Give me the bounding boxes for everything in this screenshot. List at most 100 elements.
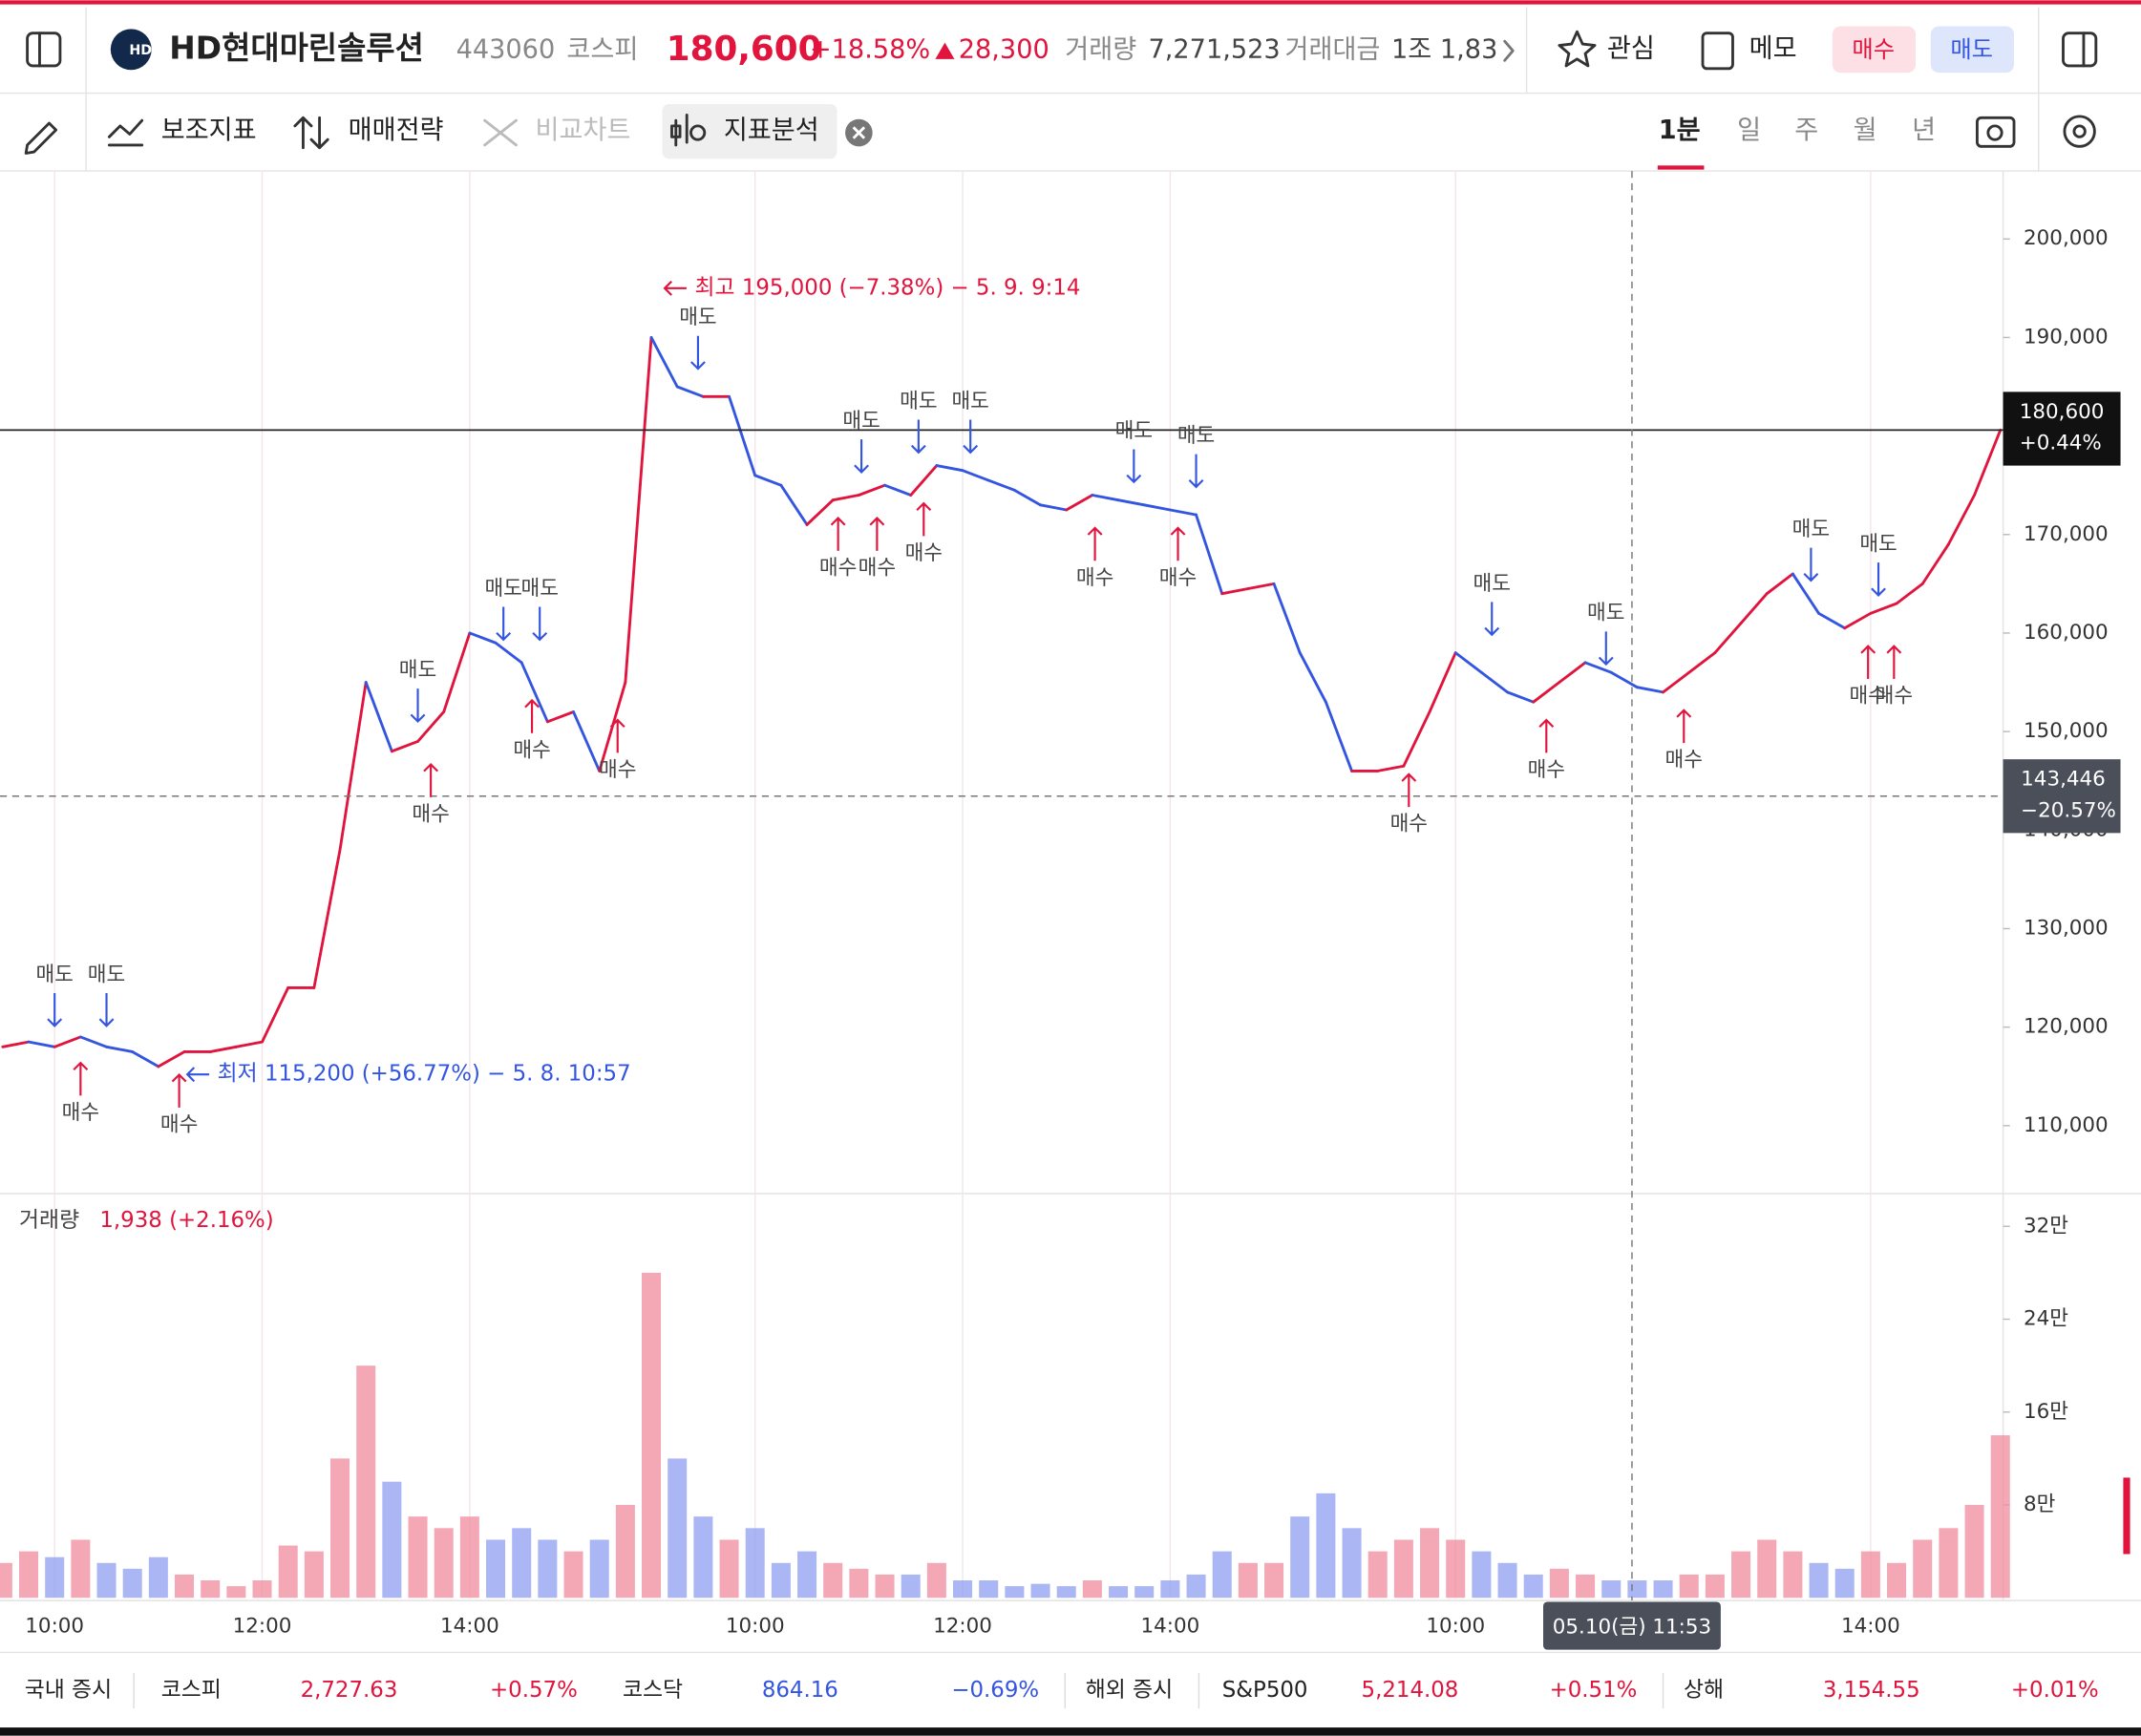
tool[interactable]: 보조지표 (161, 116, 257, 145)
volume-bar (1005, 1586, 1025, 1598)
volume-bar (1238, 1562, 1258, 1598)
x-tick-label: 14:00 (440, 1614, 499, 1638)
compare-icon[interactable] (483, 118, 518, 147)
signal-label: 매도 (520, 577, 558, 601)
signal-label: 매수 (1528, 758, 1565, 782)
price-line (1428, 651, 1457, 713)
volume-bar (1783, 1551, 1803, 1598)
y-tick-label: 150,000 (2024, 719, 2109, 743)
price-line (1635, 686, 1664, 694)
volume-bar (1990, 1435, 2010, 1598)
volume-bar (1860, 1551, 1880, 1598)
price-line (338, 681, 368, 852)
tool[interactable]: 비교차트 (536, 116, 631, 145)
y-tick-label: 110,000 (2024, 1113, 2109, 1137)
change: 28,300 (959, 35, 1049, 65)
volume-bar (226, 1586, 246, 1598)
signal-label: 매수 (1076, 566, 1113, 590)
up-triangle (935, 42, 955, 59)
volume-bar (1913, 1539, 1933, 1598)
crosshair-price: 143,446 (2021, 768, 2106, 792)
price-line (1765, 572, 1794, 596)
annotation-arrow (663, 280, 687, 296)
volume-bar (849, 1568, 869, 1598)
buy-button-bg[interactable] (1832, 26, 1917, 74)
signal-arrow (532, 606, 548, 642)
price-line (961, 469, 990, 482)
price-line (390, 740, 419, 753)
buy-button[interactable]: 매수 (1852, 35, 1895, 63)
tool[interactable]: 매매전략 (349, 116, 444, 145)
period[interactable]: 일 (1737, 116, 1761, 145)
tool[interactable]: 지표분석 (724, 116, 819, 145)
watch-button[interactable]: 관심 (1607, 33, 1655, 63)
price-line (1142, 503, 1172, 512)
stock-code: 443060 (456, 35, 556, 65)
marks-layer (0, 335, 2010, 1598)
price-line (519, 661, 549, 724)
volume-bar (1264, 1562, 1284, 1598)
period[interactable]: 1분 (1659, 116, 1701, 145)
signal-arrow (1538, 718, 1555, 753)
strategy-icon[interactable] (293, 116, 329, 150)
signal-arrow (410, 688, 426, 724)
signal-label: 매도 (1587, 602, 1624, 625)
price-line (753, 474, 783, 487)
sell-button-bg[interactable] (1930, 26, 2015, 74)
signal-label: 매수 (859, 556, 896, 580)
volume-bar (1393, 1539, 1413, 1598)
period[interactable]: 주 (1794, 116, 1818, 145)
period[interactable]: 년 (1912, 116, 1936, 145)
price-line (1376, 764, 1406, 773)
volume-bar (408, 1516, 428, 1598)
sell-button[interactable]: 매도 (1950, 35, 1993, 63)
memo-icon[interactable] (1701, 32, 1734, 71)
volume-bar (1056, 1586, 1076, 1598)
indicator-icon[interactable] (107, 118, 144, 138)
volume-bar (1731, 1551, 1751, 1598)
volume-bar (382, 1481, 402, 1598)
draw-icon[interactable] (24, 121, 58, 155)
price-line (935, 464, 965, 473)
overlay-layer: 180,600 +0.44% 143,446 −20.57% 05.10(금) 11:5… (0, 171, 2121, 1650)
settings-icon[interactable] (2063, 115, 2096, 148)
signal-label: 매수 (412, 802, 449, 826)
star-icon[interactable] (1558, 30, 1597, 68)
price-line (779, 483, 809, 526)
period[interactable]: 월 (1854, 116, 1877, 145)
price-line (728, 394, 757, 477)
footer: 국내 증시 해외 증시 코스피 2,727.63 +0.57% 코스닥 864.16 −0… (25, 1672, 2099, 1709)
volume-bar (797, 1551, 817, 1598)
y-tick-label: 120,000 (2024, 1015, 2109, 1039)
signal-arrow (1860, 645, 1876, 680)
signal-label: 매도 (484, 577, 521, 601)
price-line (1272, 582, 1302, 655)
memo-button[interactable]: 메모 (1749, 33, 1797, 63)
more-icon[interactable] (1503, 39, 1515, 62)
period-underline (1657, 165, 1705, 170)
active-tool-bg[interactable] (662, 104, 837, 159)
crosshair-time-box (1543, 1601, 1721, 1650)
price-line (494, 641, 523, 665)
annotation: 최고 195,000 (−7.38%) − 5. 9. 9:14 (695, 275, 1081, 300)
signal-arrow (1803, 547, 1819, 582)
volume-bar (1160, 1580, 1180, 1598)
price-line (1039, 503, 1069, 512)
sidebar-icon[interactable] (26, 32, 62, 68)
price-line (1116, 498, 1146, 507)
signal-arrow (1087, 526, 1103, 561)
price-line (1195, 513, 1224, 596)
price-line (1817, 611, 1847, 630)
panel-icon[interactable] (2062, 32, 2098, 68)
price-line (1869, 602, 1898, 615)
price-line (1402, 710, 1431, 768)
price-line (1453, 651, 1483, 674)
signal-arrow (830, 517, 846, 551)
volume-bar (175, 1574, 195, 1598)
price-line (1012, 488, 1042, 507)
volume-bar (512, 1528, 532, 1598)
signal-arrow (47, 992, 63, 1027)
price-line (1895, 582, 1924, 605)
camera-icon[interactable] (1975, 116, 2016, 148)
volume-bar (122, 1568, 142, 1598)
